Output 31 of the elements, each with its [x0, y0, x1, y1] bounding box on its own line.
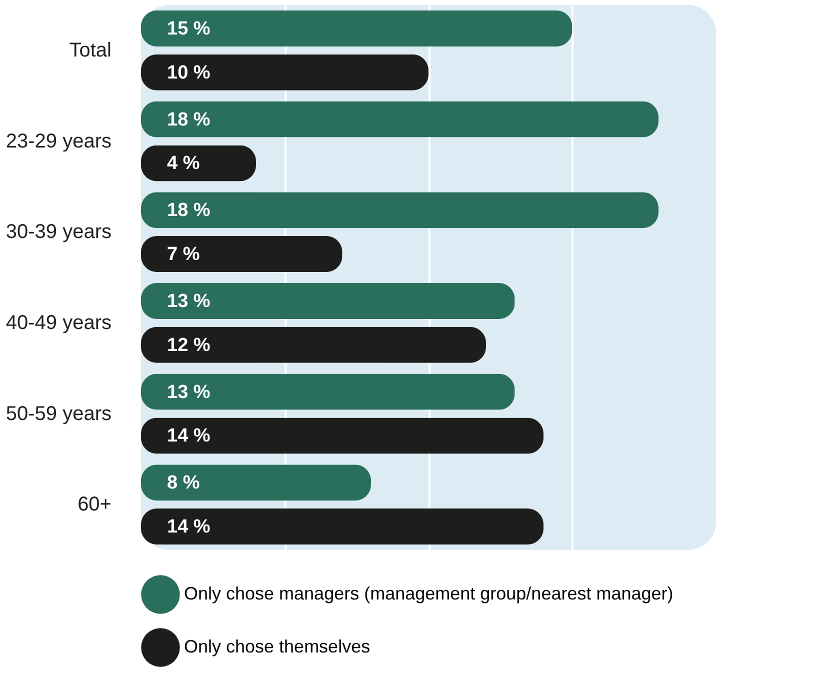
- data-label: 18 %: [167, 109, 210, 130]
- y-tick-label: Total: [69, 39, 112, 62]
- data-label: 15 %: [167, 18, 210, 40]
- data-label: 18 %: [167, 200, 210, 222]
- bar: [141, 54, 428, 90]
- data-label: 10 %: [167, 62, 210, 84]
- bar: [141, 508, 544, 545]
- data-label: 13 %: [167, 382, 210, 403]
- data-label: 13 %: [167, 290, 210, 312]
- bar: [141, 236, 342, 272]
- legend-label: Only chose themselves: [184, 636, 370, 656]
- y-tick-label: 23-29 years: [6, 130, 112, 152]
- bar: [141, 282, 515, 319]
- bar: [141, 10, 572, 46]
- bar: [141, 374, 515, 410]
- bar: [141, 192, 658, 228]
- data-label: 14 %: [167, 426, 210, 447]
- y-tick-label: 40-49 years: [6, 312, 112, 334]
- data-label: 4 %: [167, 153, 200, 174]
- bar: [141, 418, 544, 454]
- y-tick-label: 50-59 years: [6, 402, 112, 425]
- y-tick-label: 60+: [78, 494, 112, 516]
- data-label: 8 %: [167, 472, 200, 494]
- bar: [141, 101, 658, 138]
- data-label: 12 %: [167, 334, 210, 356]
- bar: [141, 464, 371, 501]
- data-label: 7 %: [167, 244, 200, 266]
- bar: [141, 326, 486, 363]
- y-tick-label: 30-39 years: [6, 221, 112, 244]
- data-label: 14 %: [167, 516, 210, 538]
- legend-label: Only chose managers (management group/nearest manager): [184, 584, 674, 604]
